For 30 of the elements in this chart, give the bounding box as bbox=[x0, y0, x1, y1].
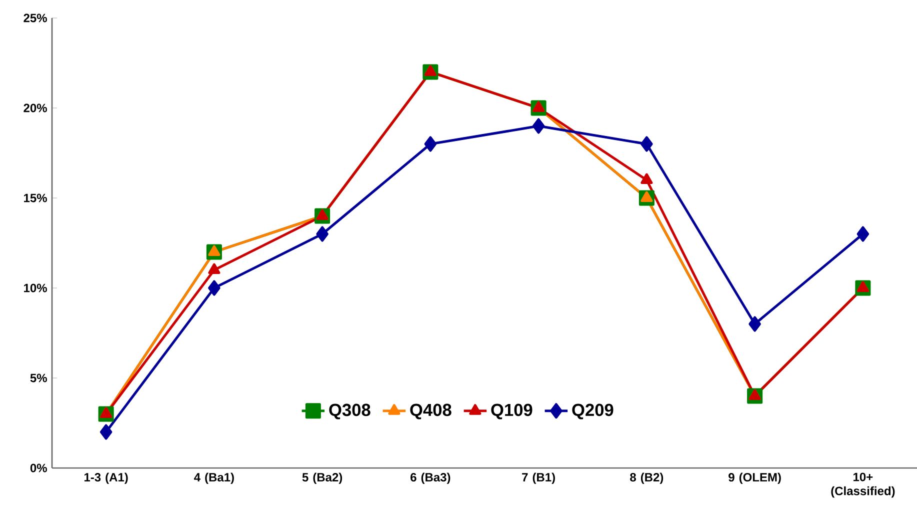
x-tick-label: 9 (OLEM) bbox=[728, 472, 781, 484]
x-tick-label: 7 (B1) bbox=[522, 472, 555, 484]
x-tick-label: 4 (Ba1) bbox=[194, 472, 234, 484]
y-tick-label: 25% bbox=[24, 14, 47, 22]
point bbox=[640, 173, 653, 184]
y-tick-label: 10% bbox=[24, 284, 47, 292]
x-tick-label: 8 (B2) bbox=[630, 472, 664, 484]
point bbox=[748, 316, 761, 332]
x-tick-label: 6 (Ba3) bbox=[410, 472, 450, 484]
legend-label: Q408 bbox=[410, 404, 452, 420]
point bbox=[208, 263, 220, 274]
legend-label: Q209 bbox=[572, 404, 614, 420]
legend-label: Q109 bbox=[491, 404, 532, 420]
point bbox=[424, 136, 437, 152]
y-tick-label: 5% bbox=[30, 374, 47, 382]
y-tick-label: 20% bbox=[24, 104, 47, 112]
point bbox=[856, 226, 870, 242]
x-tick-label: 1-3 (A1) bbox=[84, 472, 128, 484]
y-tick-label: 0% bbox=[30, 464, 47, 472]
point bbox=[532, 118, 545, 134]
point bbox=[316, 226, 328, 242]
point bbox=[100, 424, 112, 440]
x-tick-label: 10+ (Classified) bbox=[831, 472, 895, 498]
y-tick-label: 15% bbox=[24, 194, 47, 202]
point bbox=[208, 280, 220, 296]
point bbox=[208, 245, 220, 256]
legend-label: Q308 bbox=[329, 404, 370, 420]
point bbox=[640, 191, 653, 202]
x-tick-label: 5 (Ba2) bbox=[302, 472, 342, 484]
point bbox=[640, 136, 653, 152]
